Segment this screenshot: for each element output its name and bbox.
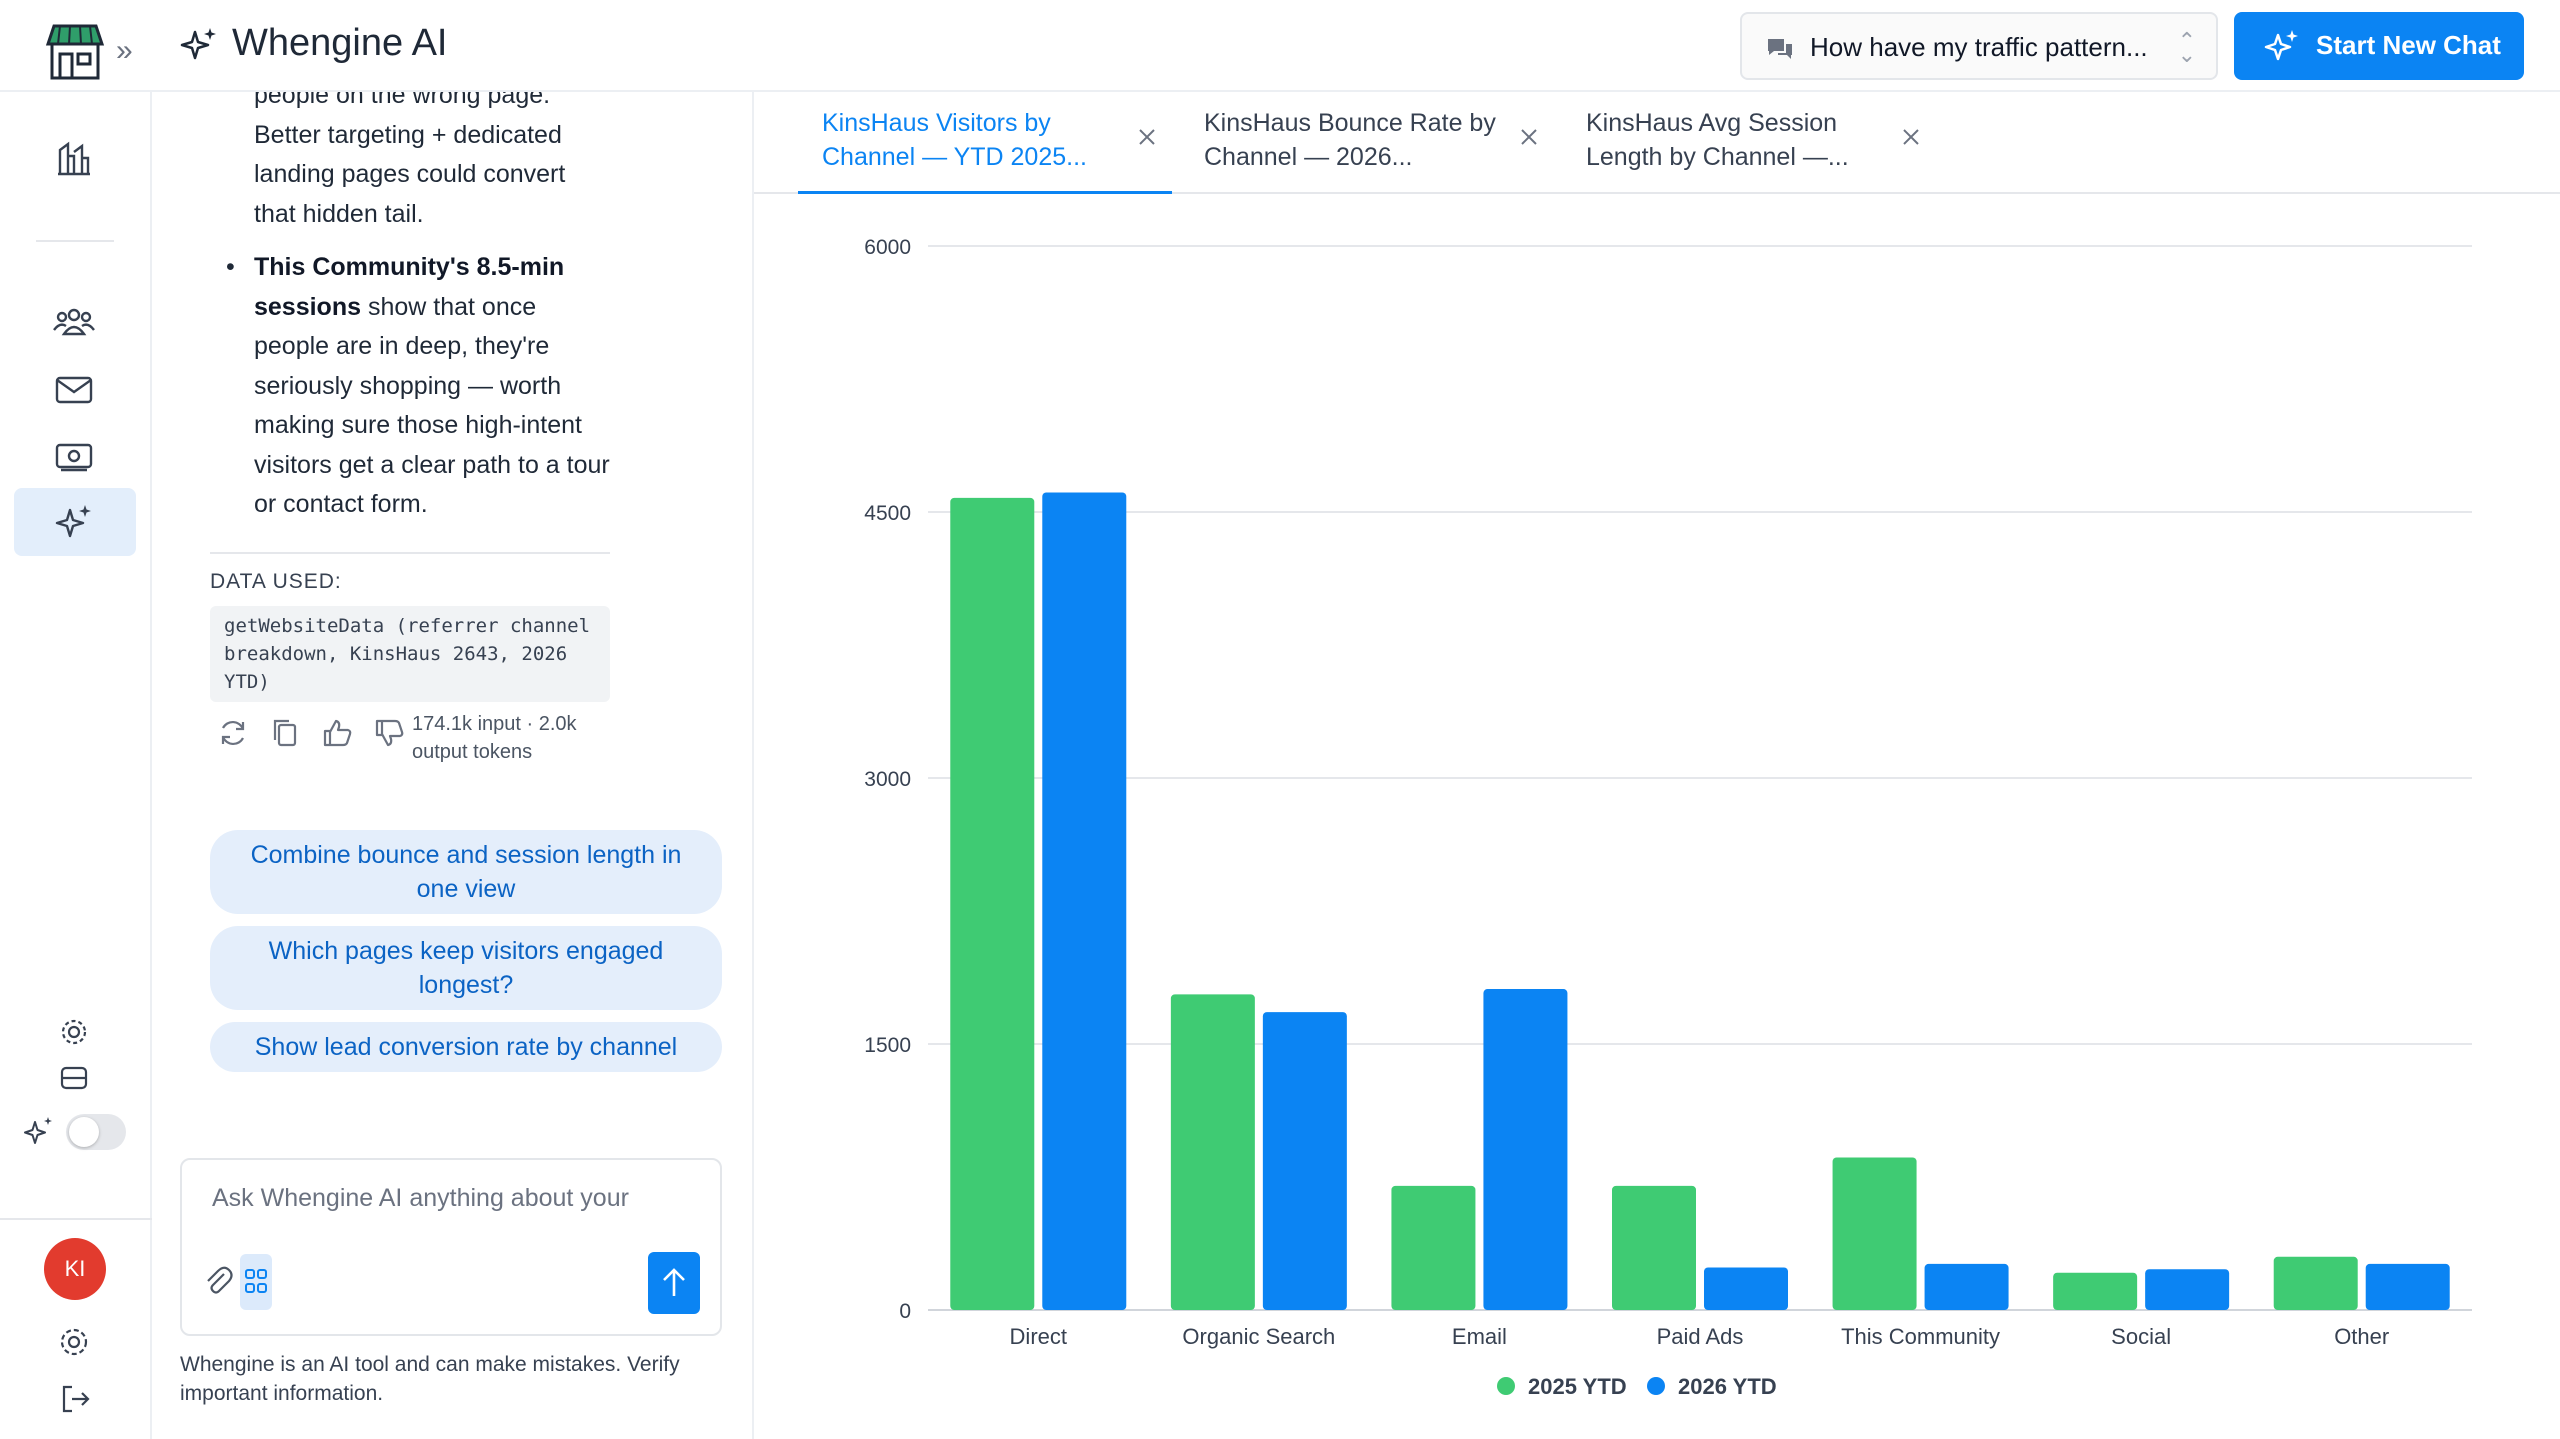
chat-composer[interactable]: Ask Whengine AI anything about your bbox=[180, 1158, 722, 1336]
copy-icon[interactable] bbox=[268, 716, 302, 750]
settings-icon[interactable] bbox=[56, 1324, 92, 1360]
nav-item-ai-active[interactable] bbox=[14, 488, 136, 556]
bar bbox=[1924, 1263, 2009, 1310]
x-tick-label: Paid Ads bbox=[1657, 1324, 1744, 1349]
bar bbox=[1170, 994, 1255, 1310]
tab-session-length[interactable]: KinsHaus Avg Session Length by Channel —… bbox=[1562, 106, 1936, 194]
y-tick-label: 0 bbox=[899, 1300, 911, 1323]
ai-toggle-switch[interactable] bbox=[66, 1114, 126, 1150]
users-icon[interactable] bbox=[52, 300, 96, 344]
ai-toggle-sparkle-icon bbox=[24, 1117, 52, 1144]
message-bullets: This Community's 8.5-min sessions show t… bbox=[210, 248, 610, 525]
ai-sparkle-icon[interactable] bbox=[52, 500, 96, 544]
bullet-text: show that once people are in deep, they'… bbox=[254, 292, 610, 519]
app-title: Whengine AI bbox=[232, 22, 448, 64]
thumbs-up-icon[interactable] bbox=[320, 716, 354, 750]
bar bbox=[1483, 989, 1568, 1310]
x-tick-label: Organic Search bbox=[1182, 1324, 1335, 1349]
data-used-box: getWebsiteData (referrer channel breakdo… bbox=[210, 606, 610, 702]
user-avatar[interactable]: KI bbox=[44, 1238, 106, 1300]
y-tick-label: 6000 bbox=[864, 236, 911, 259]
send-button[interactable] bbox=[648, 1252, 700, 1314]
rail-divider bbox=[0, 1218, 152, 1220]
message-divider bbox=[210, 552, 610, 554]
bar bbox=[2053, 1272, 2138, 1310]
logout-icon[interactable] bbox=[58, 1382, 92, 1416]
chart-tabs: KinsHaus Visitors by Channel — YTD 2025.… bbox=[754, 92, 2560, 194]
analytics-icon[interactable] bbox=[52, 136, 96, 180]
bullet-bold-text: This Community's 8.5-min sessions bbox=[254, 253, 565, 321]
composer-input[interactable]: Ask Whengine AI anything about your bbox=[212, 1184, 629, 1212]
legend-label: 2025 YTD bbox=[1528, 1374, 1627, 1399]
paperclip-icon[interactable] bbox=[202, 1264, 234, 1296]
storefront-logo-icon[interactable] bbox=[44, 22, 106, 80]
x-tick-label: Direct bbox=[1010, 1324, 1067, 1349]
message-paragraph: Better targeting + dedicated landing pag… bbox=[254, 120, 566, 228]
tools-grid-button[interactable] bbox=[240, 1254, 272, 1310]
y-tick-label: 1500 bbox=[864, 1034, 911, 1057]
settings-icon[interactable] bbox=[56, 1014, 92, 1050]
close-icon[interactable] bbox=[1518, 126, 1540, 148]
start-new-chat-label: Start New Chat bbox=[2316, 30, 2501, 60]
close-icon[interactable] bbox=[1136, 126, 1158, 148]
x-tick-label: Email bbox=[1452, 1324, 1507, 1349]
conversation-select-label: How have my traffic pattern... bbox=[1810, 32, 2148, 62]
grid-icon bbox=[245, 1269, 267, 1293]
database-icon[interactable] bbox=[56, 1060, 92, 1096]
chat-panel: people on the wrong page. Better targeti… bbox=[152, 92, 754, 1439]
bar bbox=[2273, 1256, 2358, 1310]
bar bbox=[1262, 1012, 1347, 1310]
mail-icon[interactable] bbox=[52, 368, 96, 412]
regenerate-icon[interactable] bbox=[216, 716, 250, 750]
tab-label: KinsHaus Avg Session Length by Channel —… bbox=[1586, 109, 1849, 171]
suggestion-chip[interactable]: Combine bounce and session length in one… bbox=[210, 830, 722, 914]
x-tick-label: Other bbox=[2334, 1324, 2389, 1349]
ai-disclaimer: Whengine is an AI tool and can make mist… bbox=[180, 1353, 680, 1405]
expand-sidebar-icon[interactable]: » bbox=[116, 34, 133, 67]
bar bbox=[2365, 1263, 2450, 1310]
tab-label: KinsHaus Visitors by Channel — YTD 2025.… bbox=[822, 109, 1087, 171]
conversation-select[interactable]: How have my traffic pattern... ⌃ ⌄ bbox=[1740, 12, 2218, 80]
start-new-chat-button[interactable]: Start New Chat bbox=[2234, 12, 2524, 80]
token-usage: 174.1k input · 2.0k output tokens bbox=[412, 713, 577, 763]
bar bbox=[1612, 1185, 1696, 1310]
bar bbox=[950, 497, 1035, 1310]
x-tick-label: Social bbox=[2111, 1324, 2171, 1349]
tab-label: KinsHaus Bounce Rate by Channel — 2026..… bbox=[1204, 109, 1496, 171]
close-icon[interactable] bbox=[1900, 126, 1922, 148]
legend-label: 2026 YTD bbox=[1678, 1374, 1777, 1399]
data-used-heading: DATA USED: bbox=[210, 570, 342, 593]
thumbs-down-icon[interactable] bbox=[372, 716, 406, 750]
bar bbox=[1832, 1157, 1917, 1310]
bar bbox=[1042, 492, 1127, 1310]
tab-bounce-rate[interactable]: KinsHaus Bounce Rate by Channel — 2026..… bbox=[1180, 106, 1554, 194]
legend-swatch bbox=[1497, 1377, 1515, 1395]
sparkle-icon bbox=[2264, 30, 2298, 61]
y-tick-label: 4500 bbox=[864, 502, 911, 525]
chevron-updown-icon: ⌃ ⌄ bbox=[2177, 28, 2196, 67]
assistant-message: people on the wrong page. Better targeti… bbox=[210, 92, 610, 525]
rail-divider bbox=[36, 240, 114, 242]
message-bullet: This Community's 8.5-min sessions show t… bbox=[210, 248, 610, 525]
tab-visitors-by-channel[interactable]: KinsHaus Visitors by Channel — YTD 2025.… bbox=[798, 106, 1172, 194]
message-line: people on the wrong page. bbox=[254, 92, 551, 109]
suggestion-chip[interactable]: Show lead conversion rate by channel bbox=[210, 1022, 722, 1072]
toggle-knob bbox=[69, 1117, 99, 1147]
legend-swatch bbox=[1647, 1377, 1665, 1395]
top-header: » Whengine AI How have my traffic patter… bbox=[0, 0, 2560, 92]
money-icon[interactable] bbox=[52, 434, 96, 478]
sparkle-icon bbox=[180, 28, 216, 60]
bar bbox=[1704, 1267, 1788, 1310]
chat-bubbles-icon bbox=[1768, 39, 1792, 59]
left-nav-rail: KI bbox=[0, 92, 152, 1439]
y-tick-label: 3000 bbox=[864, 768, 911, 791]
x-tick-label: This Community bbox=[1841, 1324, 2000, 1349]
suggestion-chip[interactable]: Which pages keep visitors engaged longes… bbox=[210, 926, 722, 1010]
arrow-up-icon bbox=[663, 1268, 685, 1296]
bar bbox=[2145, 1269, 2230, 1310]
bar bbox=[1391, 1185, 1476, 1310]
visitors-bar-chart: 0 1500 3000 4500 6000 Direct Organic Search Ema… bbox=[864, 236, 2472, 1399]
